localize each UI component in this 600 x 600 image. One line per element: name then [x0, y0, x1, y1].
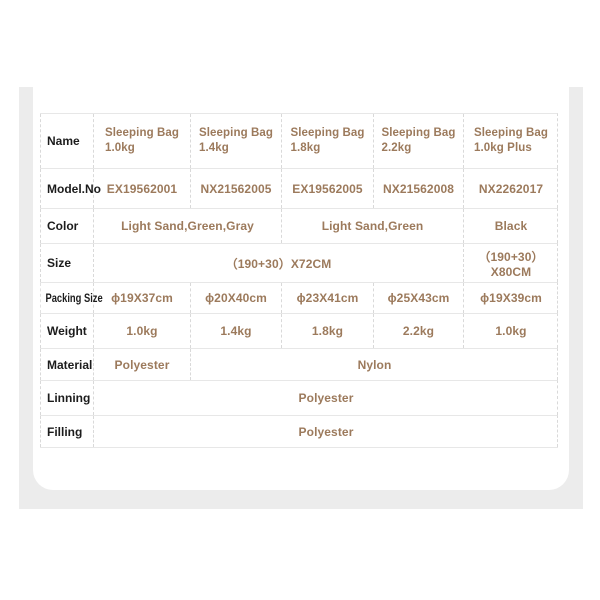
- model-cell: EX19562001: [93, 169, 190, 208]
- packing-size-cell: ϕ25X43cm: [373, 283, 463, 313]
- spec-table: Name Sleeping Bag 1.0kg Sleeping Bag 1.4kg…: [40, 113, 558, 448]
- filling-cell: Polyester: [93, 416, 558, 447]
- weight-cell: 2.2kg: [373, 314, 463, 348]
- product-name-cell: Sleeping Bag 2.2kg: [373, 114, 463, 168]
- row-label-packing-size: Packing Size: [40, 283, 103, 313]
- packing-size-cell: ϕ23X41cm: [281, 283, 373, 313]
- material-cell: Polyester: [93, 349, 190, 380]
- product-variant: 1.0kg Plus: [473, 142, 532, 154]
- weight-cell: 1.8kg: [281, 314, 373, 348]
- row-label-name: Name: [40, 114, 93, 168]
- table-row-name: Name Sleeping Bag 1.0kg Sleeping Bag 1.4kg…: [40, 113, 558, 168]
- row-label-color: Color: [40, 209, 93, 243]
- model-cell: NX21562008: [373, 169, 463, 208]
- weight-cell: 1.0kg: [463, 314, 558, 348]
- product-name: Sleeping Bag: [104, 127, 180, 139]
- table-row-model: Model.No EX19562001 NX21562005 EX1956200…: [40, 168, 558, 208]
- size-cell: （190+30）X80CM: [463, 244, 558, 282]
- table-row-color: Color Light Sand,Green,Gray Light Sand,G…: [40, 208, 558, 243]
- row-label-linning: Linning: [40, 381, 93, 415]
- color-cell: Black: [463, 209, 558, 243]
- linning-cell: Polyester: [93, 381, 558, 415]
- product-variant: 2.2kg: [381, 142, 412, 154]
- model-cell: NX2262017: [463, 169, 558, 208]
- product-name-cell: Sleeping Bag 1.8kg: [281, 114, 373, 168]
- product-name-cell: Sleeping Bag 1.4kg: [190, 114, 281, 168]
- product-variant: 1.4kg: [198, 142, 229, 154]
- row-label-filling: Filling: [40, 416, 93, 447]
- product-name-cell: Sleeping Bag 1.0kg: [93, 114, 190, 168]
- packing-size-cell: ϕ19X37cm: [93, 283, 190, 313]
- table-row-packing-size: Packing Size ϕ19X37cm ϕ20X40cm ϕ23X41cm …: [40, 282, 558, 313]
- product-name: Sleeping Bag: [473, 127, 549, 139]
- product-name: Sleeping Bag: [290, 127, 365, 139]
- table-row-size: Size （190+30）X72CM （190+30）X80CM: [40, 243, 558, 282]
- table-row-linning: Linning Polyester: [40, 380, 558, 415]
- model-cell: EX19562005: [281, 169, 373, 208]
- product-name: Sleeping Bag: [198, 127, 274, 139]
- row-label-model: Model.No: [40, 169, 101, 208]
- weight-cell: 1.0kg: [93, 314, 190, 348]
- material-cell: Nylon: [190, 349, 558, 380]
- row-label-material: Material: [40, 349, 93, 380]
- packing-size-cell: ϕ19X39cm: [463, 283, 558, 313]
- color-cell: Light Sand,Green,Gray: [93, 209, 281, 243]
- size-cell: （190+30）X72CM: [93, 244, 463, 282]
- packing-size-cell: ϕ20X40cm: [190, 283, 281, 313]
- product-variant: 1.8kg: [290, 142, 321, 154]
- product-variant: 1.0kg: [104, 142, 135, 154]
- table-row-filling: Filling Polyester: [40, 415, 558, 447]
- row-label-weight: Weight: [40, 314, 93, 348]
- table-row-weight: Weight 1.0kg 1.4kg 1.8kg 2.2kg 1.0kg: [40, 313, 558, 348]
- spec-card: Name Sleeping Bag 1.0kg Sleeping Bag 1.4kg…: [33, 87, 569, 490]
- product-name-cell: Sleeping Bag 1.0kg Plus: [463, 114, 558, 168]
- row-label-size: Size: [40, 244, 93, 282]
- weight-cell: 1.4kg: [190, 314, 281, 348]
- model-cell: NX21562005: [190, 169, 281, 208]
- table-row-material: Material Polyester Nylon: [40, 348, 558, 380]
- color-cell: Light Sand,Green: [281, 209, 463, 243]
- product-name: Sleeping Bag: [381, 127, 456, 139]
